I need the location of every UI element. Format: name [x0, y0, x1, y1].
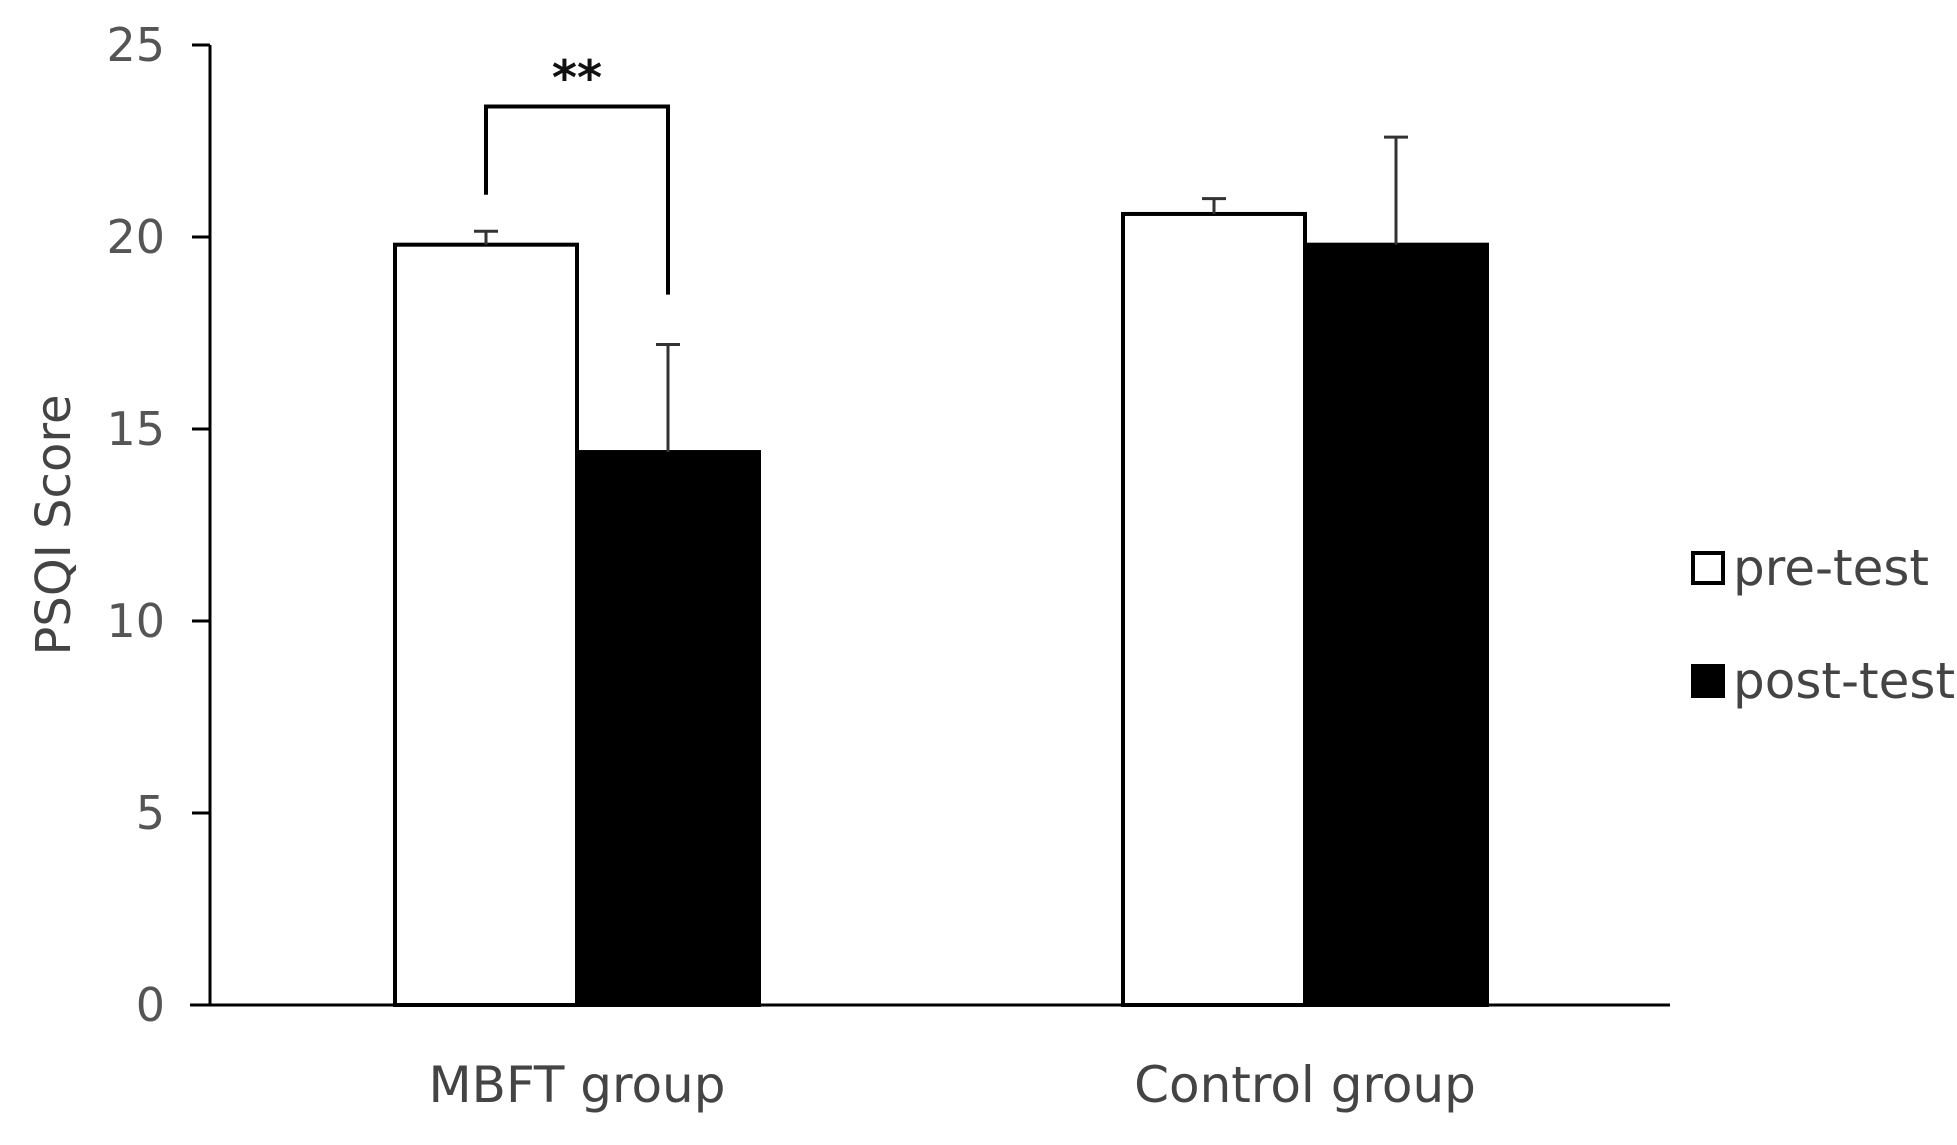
error-bars	[474, 135, 1408, 453]
legend-label-post-test: post-test	[1733, 652, 1955, 710]
legend-swatch-pre-test	[1691, 551, 1725, 585]
significance-label: **	[552, 50, 602, 106]
y-tick-label: 15	[106, 402, 165, 456]
bar-pre-test-control-group	[1121, 211, 1307, 1007]
bars	[393, 211, 1489, 1008]
bar-pre-test-mbft-group	[393, 242, 579, 1007]
y-axis-title: PSQI Score	[26, 394, 82, 655]
y-tick-label: 0	[136, 978, 165, 1032]
significance-annotations: **	[484, 50, 670, 295]
legend: pre-test post-test	[1691, 539, 1955, 710]
significance-bracket	[484, 104, 670, 295]
y-tick-label: 20	[106, 210, 165, 264]
x-category-label: Control group	[1134, 1056, 1476, 1114]
x-category-label: MBFT group	[429, 1056, 726, 1114]
bar-post-test-control-group	[1303, 242, 1489, 1007]
axes: 0 5 10 15 20 25	[106, 18, 1670, 1032]
y-tick-label: 10	[106, 594, 165, 648]
y-tick-label: 25	[106, 18, 165, 72]
y-tick-label: 5	[136, 786, 165, 840]
legend-swatch-post-test	[1691, 664, 1725, 698]
axis-labels: PSQI Score MBFT group Control group	[26, 394, 1476, 1114]
bar-post-test-mbft-group	[575, 450, 761, 1008]
legend-label-pre-test: pre-test	[1733, 539, 1929, 597]
